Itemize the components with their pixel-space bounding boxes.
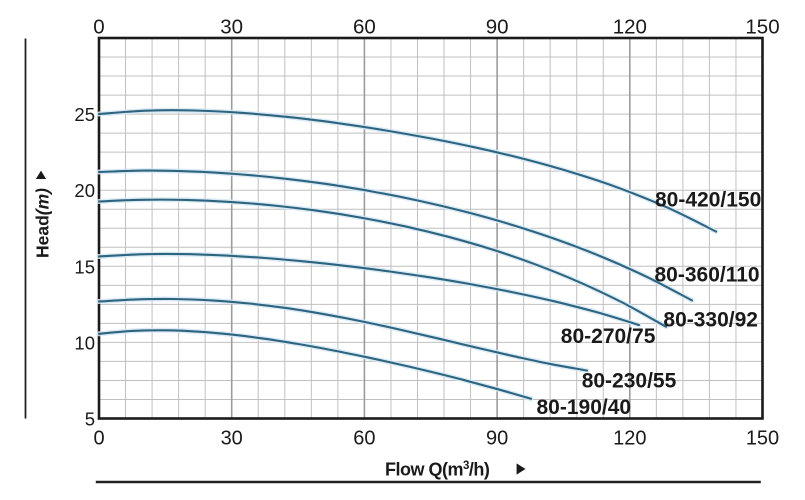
svg-text:10: 10 <box>74 332 95 353</box>
svg-text:15: 15 <box>74 256 95 277</box>
svg-text:150: 150 <box>746 428 779 450</box>
svg-text:90: 90 <box>486 428 508 450</box>
svg-text:80-270/75: 80-270/75 <box>561 325 656 348</box>
svg-text:120: 120 <box>613 16 647 39</box>
svg-text:80-230/55: 80-230/55 <box>582 370 677 393</box>
svg-text:80-190/40: 80-190/40 <box>537 396 632 419</box>
svg-text:60: 60 <box>353 428 375 450</box>
svg-text:Flow Q(m3/h): Flow Q(m3/h) <box>385 460 490 480</box>
svg-text:80-360/110: 80-360/110 <box>655 263 760 286</box>
svg-text:120: 120 <box>613 428 646 450</box>
svg-text:25: 25 <box>74 104 95 125</box>
svg-text:150: 150 <box>745 16 779 39</box>
svg-text:Head(m): Head(m) <box>33 188 53 258</box>
svg-text:80-420/150: 80-420/150 <box>655 189 761 212</box>
svg-text:80-330/92: 80-330/92 <box>663 308 758 331</box>
svg-text:30: 30 <box>221 428 243 450</box>
svg-text:90: 90 <box>486 16 509 39</box>
svg-text:5: 5 <box>85 409 95 430</box>
svg-text:30: 30 <box>220 16 243 39</box>
svg-text:60: 60 <box>353 16 376 39</box>
svg-text:0: 0 <box>93 428 104 450</box>
svg-text:20: 20 <box>74 180 95 201</box>
svg-text:0: 0 <box>93 16 104 39</box>
